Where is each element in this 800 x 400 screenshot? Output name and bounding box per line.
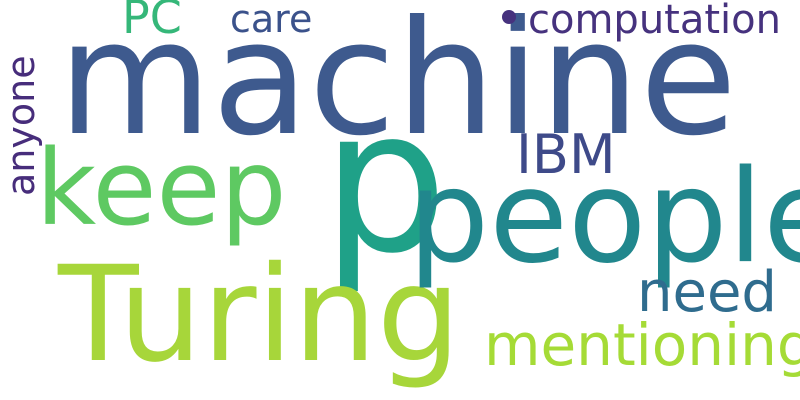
word-anyone: anyone <box>0 55 43 196</box>
word-need: need <box>637 260 777 325</box>
word-care: care <box>230 0 313 41</box>
word-ibm: IBM <box>516 123 616 186</box>
word-machine: machine <box>58 0 737 171</box>
word-pc: PC <box>122 0 182 44</box>
word-p: p <box>322 66 448 297</box>
bullet-dot-icon <box>502 10 516 24</box>
word-keep: keep <box>36 127 287 249</box>
word-people: people <box>408 143 800 292</box>
word-turing: Turing <box>58 238 461 392</box>
word-computation: computation <box>528 0 781 43</box>
word-mentioning: mentioning <box>484 311 800 379</box>
